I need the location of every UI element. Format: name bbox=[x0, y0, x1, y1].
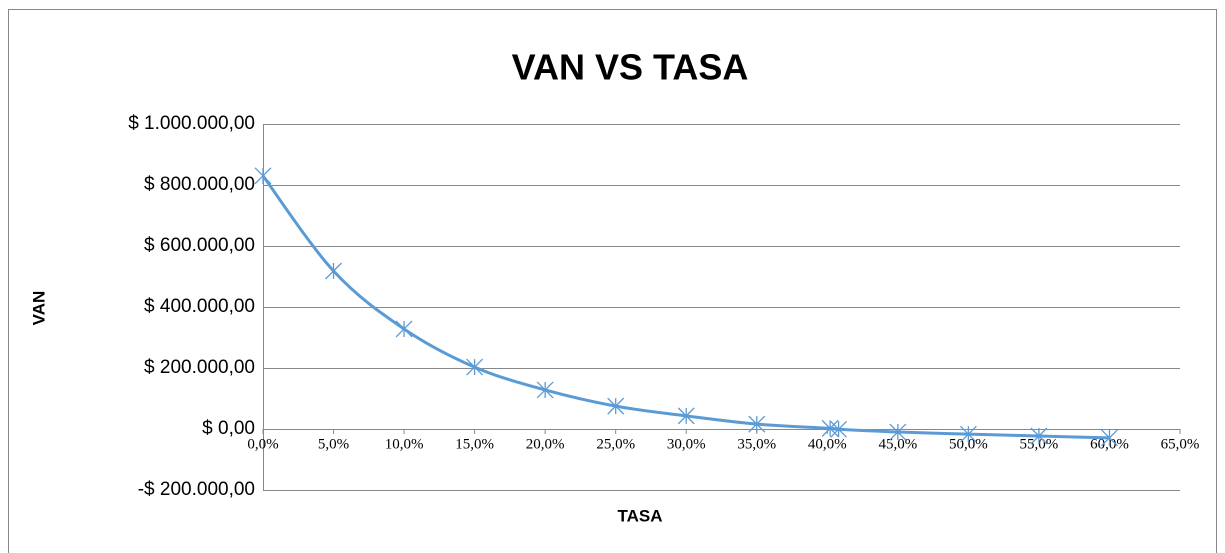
x-tick-label: 45,0% bbox=[878, 436, 917, 452]
marker bbox=[395, 320, 413, 338]
x-axis-label: TASA bbox=[617, 506, 662, 525]
marker bbox=[677, 407, 695, 425]
y-tick-label: -$ 200.000,00 bbox=[138, 479, 255, 500]
marker bbox=[1030, 427, 1048, 445]
y-tick-label: $ 0,00 bbox=[202, 418, 255, 439]
y-tick-label: $ 1.000.000,00 bbox=[128, 113, 255, 134]
marker bbox=[1101, 429, 1118, 447]
marker bbox=[536, 381, 554, 399]
x-tick-label: 30,0% bbox=[667, 436, 706, 452]
y-tick-label: $ 600.000,00 bbox=[144, 235, 255, 256]
y-tick-label: $ 800.000,00 bbox=[144, 174, 255, 195]
x-tick-label: 10,0% bbox=[385, 436, 424, 452]
x-tick-label: 50,0% bbox=[949, 436, 988, 452]
x-tick-label: 20,0% bbox=[526, 436, 565, 452]
y-tick-label: $ 400.000,00 bbox=[144, 296, 255, 317]
marker bbox=[748, 415, 766, 433]
x-tick-label: 5,0% bbox=[318, 436, 349, 452]
y-tick-label: $ 200.000,00 bbox=[144, 357, 255, 378]
chart-title: VAN VS TASA bbox=[512, 47, 749, 88]
marker bbox=[466, 358, 484, 376]
x-tick-label: 25,0% bbox=[596, 436, 635, 452]
marker bbox=[254, 167, 272, 185]
marker bbox=[959, 425, 977, 443]
x-tick-label: 40,0% bbox=[808, 436, 847, 452]
marker bbox=[325, 262, 342, 280]
y-axis-label: VAN bbox=[29, 291, 48, 326]
chart-frame bbox=[8, 9, 1217, 553]
x-tick-label: 55,0% bbox=[1020, 436, 1059, 452]
x-tick-label: 65,0% bbox=[1161, 436, 1200, 452]
marker bbox=[821, 419, 839, 437]
x-tick-label: 15,0% bbox=[455, 436, 494, 452]
x-tick-label: 0,0% bbox=[247, 436, 278, 452]
marker bbox=[607, 397, 625, 415]
marker bbox=[830, 420, 848, 438]
x-tick-label: 35,0% bbox=[737, 436, 776, 452]
marker bbox=[889, 423, 907, 441]
